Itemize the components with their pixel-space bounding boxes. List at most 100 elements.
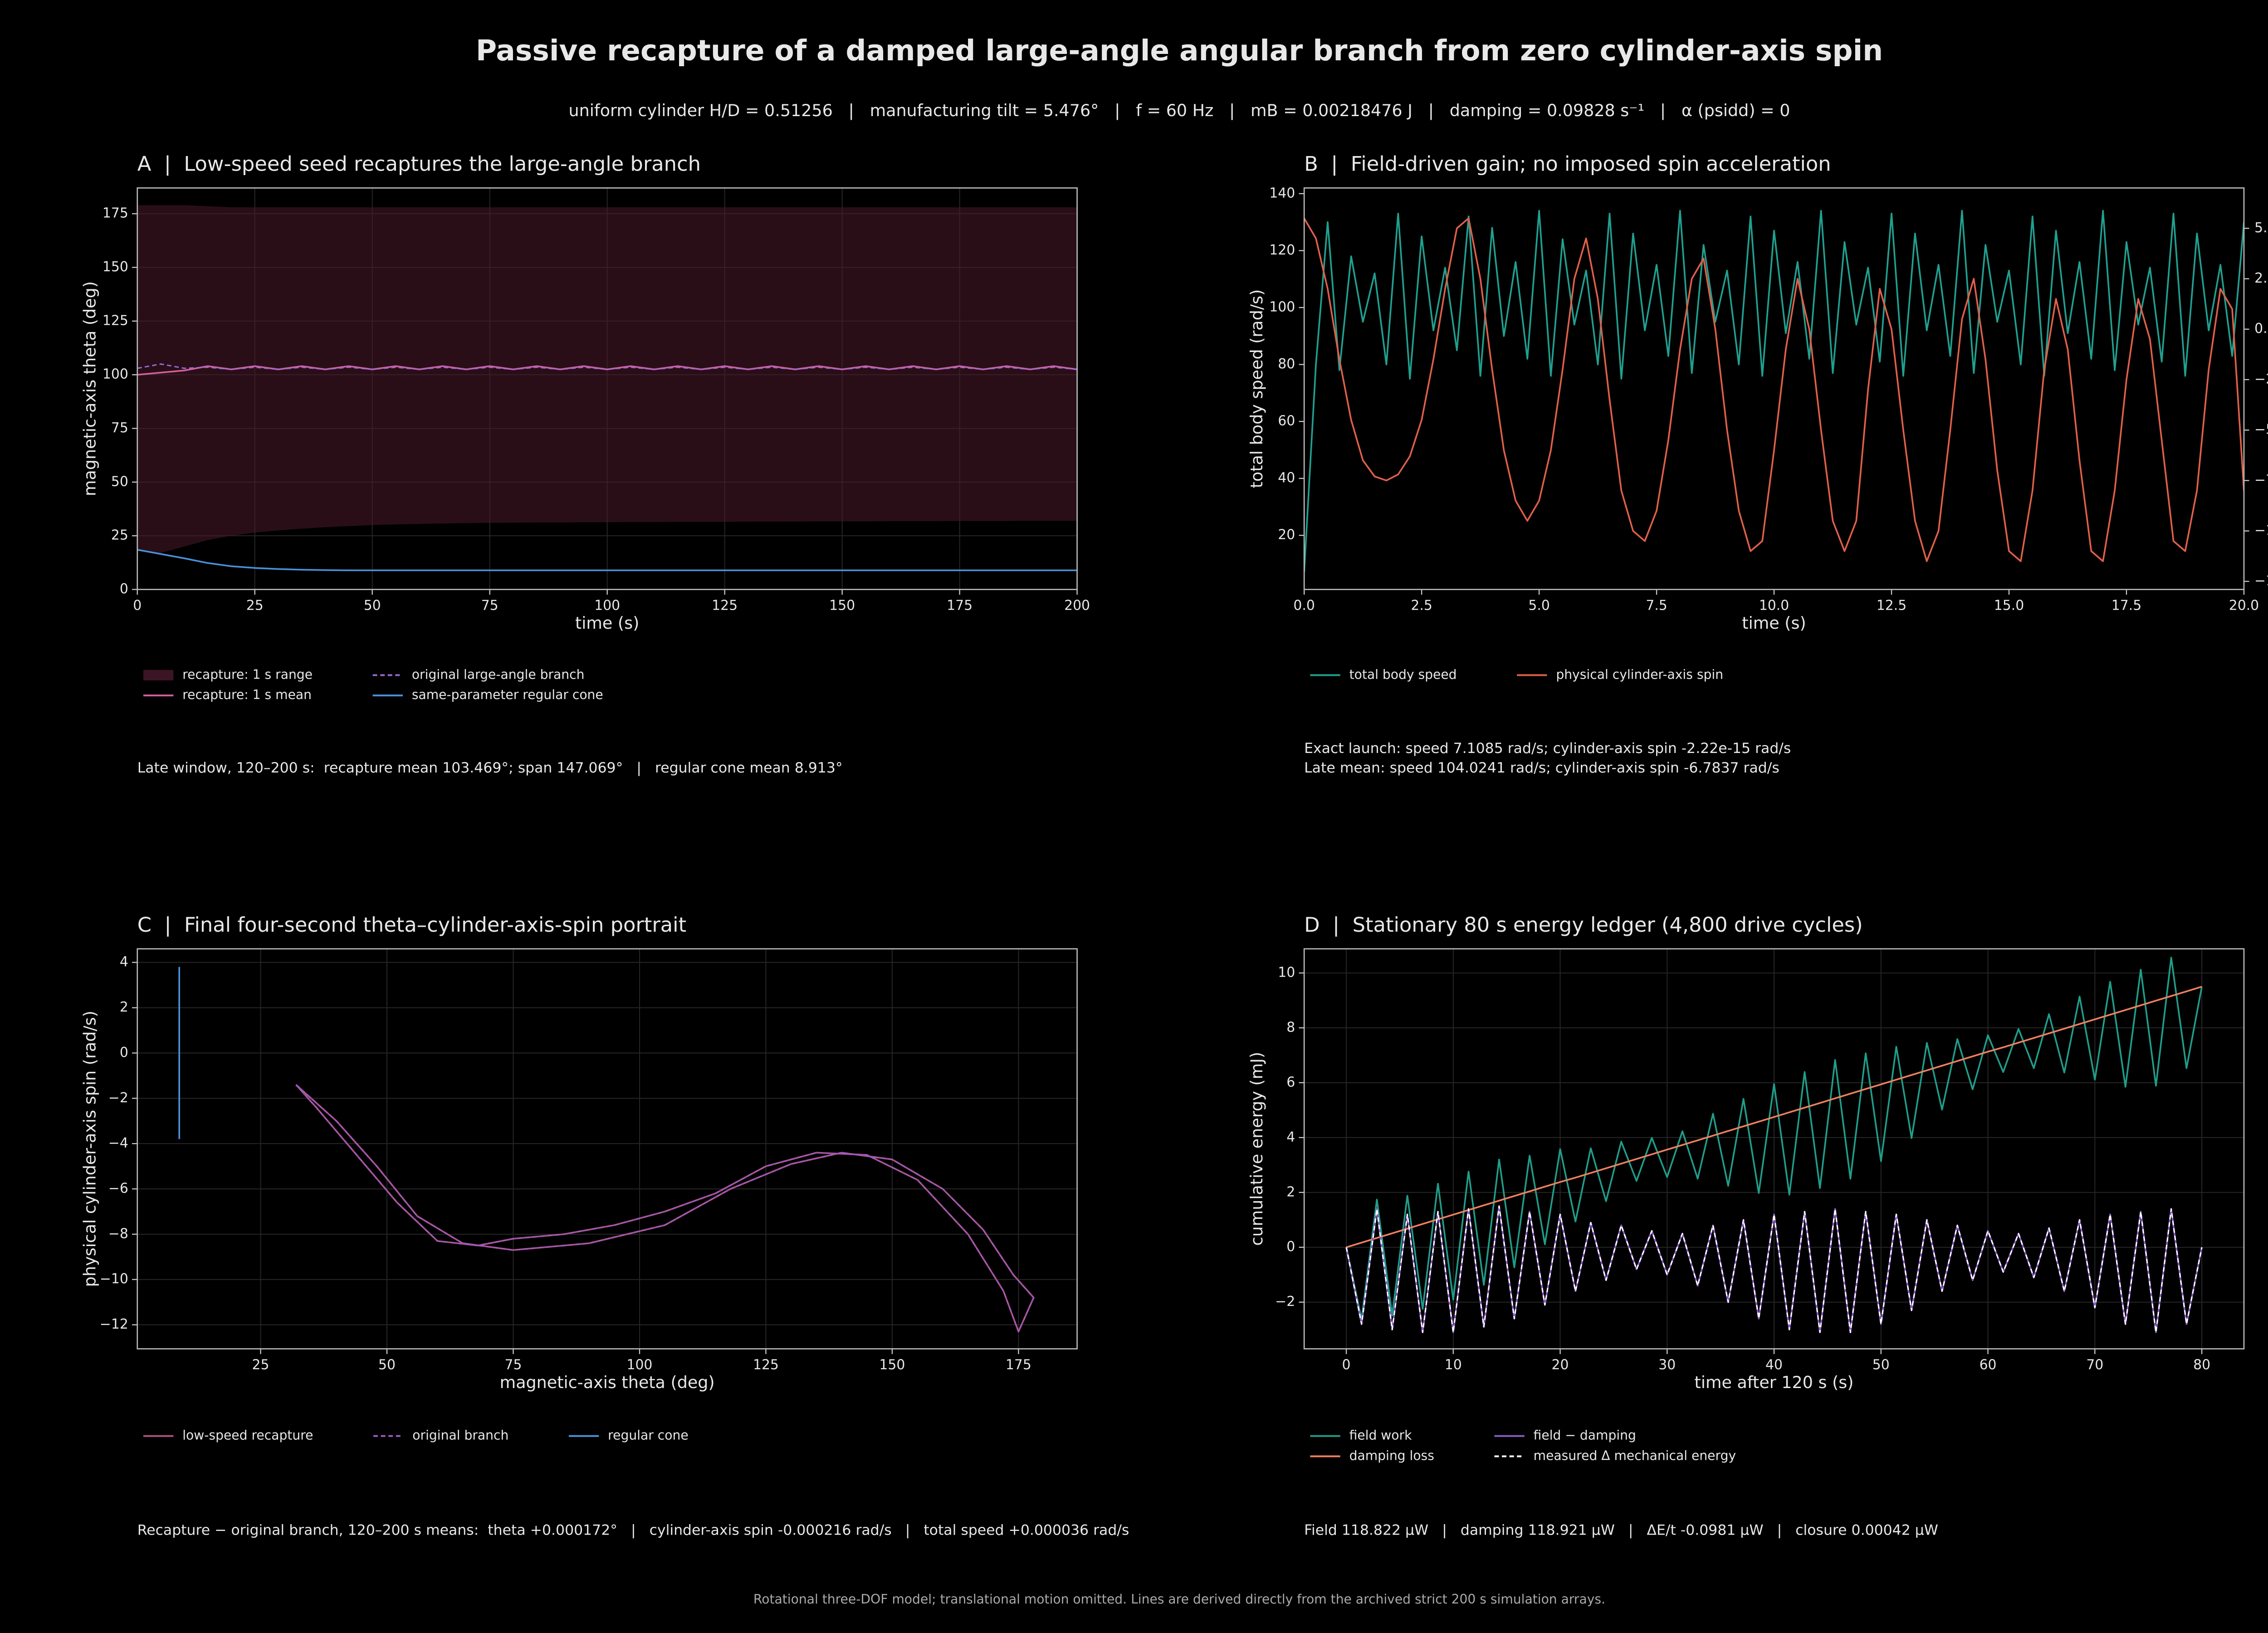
y-tick-label: 4 <box>120 954 128 970</box>
x-tick-label: 0 <box>1342 1357 1351 1373</box>
plot-area <box>178 967 1035 1333</box>
series-line <box>1345 1205 2203 1333</box>
figure-title: Passive recapture of a damped large-angl… <box>476 34 1883 67</box>
plot-frame <box>137 948 1078 1349</box>
y-tick-label: −6 <box>108 1180 128 1196</box>
legend-label: original large-angle branch <box>412 667 585 682</box>
legend-swatch <box>143 670 174 680</box>
plot-area <box>137 205 1077 572</box>
x-tick-label: 75 <box>481 597 499 613</box>
panel-title: B | Field-driven gain; no imposed spin a… <box>1304 152 1831 176</box>
series-line <box>295 1084 1035 1333</box>
x-axis-label: time (s) <box>575 613 639 633</box>
y-tick-label: −2 <box>1275 1294 1295 1310</box>
x-axis-label: magnetic-axis theta (deg) <box>500 1373 715 1392</box>
y-tick-label: 2 <box>120 999 128 1015</box>
series-line <box>1345 957 2203 1320</box>
range-band <box>137 205 1077 553</box>
y-tick-label: 100 <box>103 367 128 382</box>
x-tick-label: 10 <box>1445 1357 1462 1373</box>
y-tick-label: −12 <box>100 1316 128 1332</box>
x-tick-label: 125 <box>753 1357 779 1373</box>
x-tick-label: 175 <box>1006 1357 1031 1373</box>
y-tick-label: 4 <box>1286 1129 1295 1145</box>
y-tick-label: 25 <box>111 528 128 543</box>
x-tick-label: 75 <box>505 1357 522 1373</box>
x-tick-label: 150 <box>829 597 855 613</box>
panel-note: Recapture − original branch, 120–200 s m… <box>137 1522 1129 1539</box>
panel-title: D | Stationary 80 s energy ledger (4,800… <box>1304 913 1863 937</box>
plot-area <box>1304 210 2244 572</box>
legend-label: field work <box>1349 1428 1413 1443</box>
y-tick-label: 80 <box>1278 356 1295 372</box>
x-tick-label: 7.5 <box>1646 597 1667 613</box>
x-tick-label: 2.5 <box>1411 597 1432 613</box>
y-tick-label: 100 <box>1269 299 1295 315</box>
footnote: Rotational three-DOF model; translationa… <box>753 1592 1605 1607</box>
series-line <box>1346 986 2202 1248</box>
x-tick-label: 175 <box>947 597 973 613</box>
legend-label: original branch <box>412 1428 508 1443</box>
x-tick-label: 0 <box>133 597 142 613</box>
y-tick-label: 140 <box>1269 185 1295 201</box>
x-tick-label: 80 <box>2193 1357 2210 1373</box>
legend-label: total body speed <box>1349 667 1457 682</box>
y-axis-label: total body speed (rad/s) <box>1247 289 1266 489</box>
y-tick-label: 50 <box>111 474 128 489</box>
series-line <box>1304 217 2244 562</box>
y-tick-label: 10 <box>1278 964 1295 980</box>
figure-subtitle: uniform cylinder H/D = 0.51256 | manufac… <box>569 101 1790 121</box>
y-tick-label: 175 <box>103 205 128 221</box>
y2-tick-label: 2.5 <box>2254 270 2268 286</box>
legend-label: low-speed recapture <box>182 1428 313 1443</box>
y2-tick-label: −10.0 <box>2254 523 2268 538</box>
y2-tick-label: −12.5 <box>2254 573 2268 589</box>
x-axis-label: time (s) <box>1742 613 1806 633</box>
y-axis-label: magnetic-axis theta (deg) <box>80 281 100 496</box>
y2-tick-label: 5.0 <box>2254 220 2268 236</box>
series-line <box>137 549 1077 572</box>
y-tick-label: 75 <box>111 420 128 436</box>
y-tick-label: −4 <box>108 1135 128 1151</box>
x-tick-label: 15.0 <box>1994 597 2024 613</box>
legend-label: damping loss <box>1349 1448 1434 1463</box>
x-tick-label: 10.0 <box>1759 597 1789 613</box>
y-tick-label: 2 <box>1286 1184 1295 1200</box>
x-tick-label: 20.0 <box>2229 597 2259 613</box>
x-tick-label: 150 <box>879 1357 905 1373</box>
x-axis-label: time after 120 s (s) <box>1695 1373 1854 1392</box>
plot-frame <box>1303 948 2245 1349</box>
legend-label: physical cylinder-axis spin <box>1556 667 1723 682</box>
panel-title: A | Low-speed seed recaptures the large-… <box>137 152 701 176</box>
series-line <box>137 365 1077 376</box>
plot-frame <box>1303 187 2245 590</box>
y-tick-label: 150 <box>103 259 128 275</box>
series-line <box>295 1084 1035 1333</box>
plot-frame <box>137 187 1078 590</box>
plot-area <box>1345 957 2203 1334</box>
y2-tick-label: −2.5 <box>2254 371 2268 387</box>
legend-label: recapture: 1 s mean <box>182 687 312 702</box>
y-tick-label: 120 <box>1269 242 1295 258</box>
y2-tick-label: −7.5 <box>2254 472 2268 488</box>
y2-tick-label: −5.0 <box>2254 422 2268 438</box>
y-tick-label: −10 <box>100 1271 128 1287</box>
panel-note: Late mean: speed 104.0241 rad/s; cylinde… <box>1304 760 1779 776</box>
y-tick-label: −2 <box>108 1090 128 1106</box>
x-tick-label: 20 <box>1552 1357 1569 1373</box>
x-tick-label: 40 <box>1765 1357 1783 1373</box>
y-tick-label: 8 <box>1286 1019 1295 1035</box>
x-tick-label: 50 <box>364 597 381 613</box>
y-tick-label: 0 <box>120 1045 128 1061</box>
x-tick-label: 17.5 <box>2112 597 2141 613</box>
panel-note: Late window, 120–200 s: recapture mean 1… <box>137 760 843 776</box>
y-tick-label: 6 <box>1286 1074 1295 1090</box>
y-tick-label: 125 <box>103 313 128 328</box>
legend-label: recapture: 1 s range <box>182 667 313 682</box>
y-tick-label: 60 <box>1278 413 1295 429</box>
x-tick-label: 60 <box>1980 1357 1997 1373</box>
panel-note: Exact launch: speed 7.1085 rad/s; cylind… <box>1304 740 1791 757</box>
legend-label: regular cone <box>608 1428 688 1443</box>
